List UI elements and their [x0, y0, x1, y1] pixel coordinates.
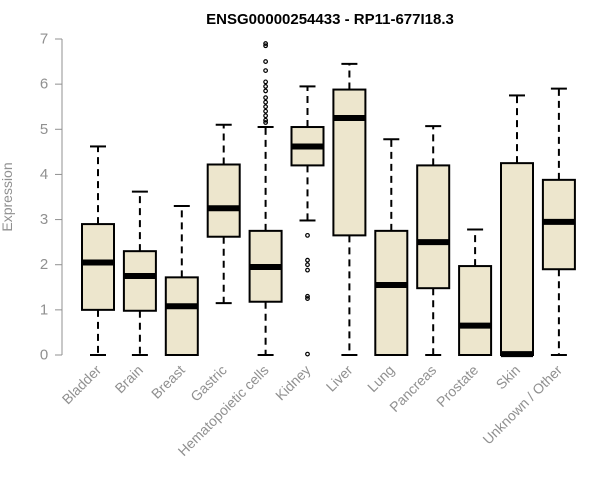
- x-tick-label: Pancreas: [386, 362, 439, 415]
- box-group: [332, 62, 367, 356]
- outlier-point: [263, 59, 269, 64]
- y-tick-label: 0: [40, 347, 48, 364]
- outlier-point: [305, 296, 310, 301]
- x-tick-label: Prostate: [433, 362, 481, 410]
- box-group: [206, 123, 241, 305]
- iqr-box: [416, 164, 451, 290]
- x-tick-label: Bladder: [59, 362, 105, 408]
- y-tick-label: 7: [40, 31, 48, 48]
- box-group: [416, 125, 451, 356]
- outlier-point: [305, 262, 310, 268]
- iqr-box: [458, 265, 493, 356]
- outlier-point: [263, 88, 269, 94]
- outlier-point: [263, 68, 269, 73]
- outlier-point: [305, 351, 310, 357]
- box-group: [541, 87, 576, 356]
- chart-title: ENSG00000254433 - RP11-677I18.3: [206, 11, 454, 28]
- box-group: [374, 138, 409, 357]
- x-tick-label: Skin: [493, 362, 524, 393]
- iqr-box: [332, 88, 367, 237]
- iqr-box: [122, 250, 157, 312]
- x-tick-label: Breast: [148, 362, 188, 402]
- outlier-point: [263, 104, 269, 110]
- iqr-box: [374, 229, 409, 357]
- y-tick-label: 6: [40, 76, 48, 93]
- iqr-box: [206, 163, 241, 238]
- outlier-point: [263, 95, 269, 101]
- y-tick-label: 5: [40, 121, 48, 138]
- boxes-layer: [81, 41, 576, 358]
- outlier-point: [263, 113, 269, 119]
- outlier-point: [305, 257, 310, 263]
- iqr-box: [164, 276, 199, 356]
- outlier-point: [263, 99, 269, 105]
- outlier-point: [305, 293, 310, 299]
- box-group: [248, 41, 283, 356]
- box-group: [290, 85, 325, 357]
- x-tick-label: Kidney: [272, 362, 314, 404]
- box-group: [122, 190, 157, 356]
- outlier-point: [263, 83, 269, 89]
- outlier-point: [305, 267, 310, 273]
- box-group: [164, 205, 199, 356]
- iqr-box: [81, 223, 115, 311]
- y-tick-label: 3: [40, 211, 48, 228]
- x-tick-label: Brain: [112, 362, 146, 396]
- outlier-point: [305, 232, 310, 238]
- outlier-point: [263, 120, 269, 125]
- x-tick-label: Lung: [364, 362, 397, 395]
- y-tick-label: 1: [40, 301, 48, 318]
- y-tick-label: 2: [40, 256, 48, 273]
- x-tick-label: Liver: [323, 362, 356, 395]
- outlier-point: [263, 79, 269, 85]
- y-tick-label: 4: [40, 166, 48, 183]
- outlier-point: [263, 108, 269, 114]
- y-axis-label: Expression: [0, 162, 15, 231]
- outlier-point: [263, 43, 269, 49]
- x-tick-label: Unknown / Other: [479, 362, 565, 448]
- outlier-point: [263, 41, 269, 46]
- box-group: [458, 228, 493, 356]
- y-axis: 0 1 2 3 4 5 6 7: [40, 31, 63, 364]
- box-group: [81, 145, 115, 356]
- outlier-point: [263, 117, 269, 123]
- iqr-box: [500, 162, 534, 356]
- box-group: [500, 94, 534, 358]
